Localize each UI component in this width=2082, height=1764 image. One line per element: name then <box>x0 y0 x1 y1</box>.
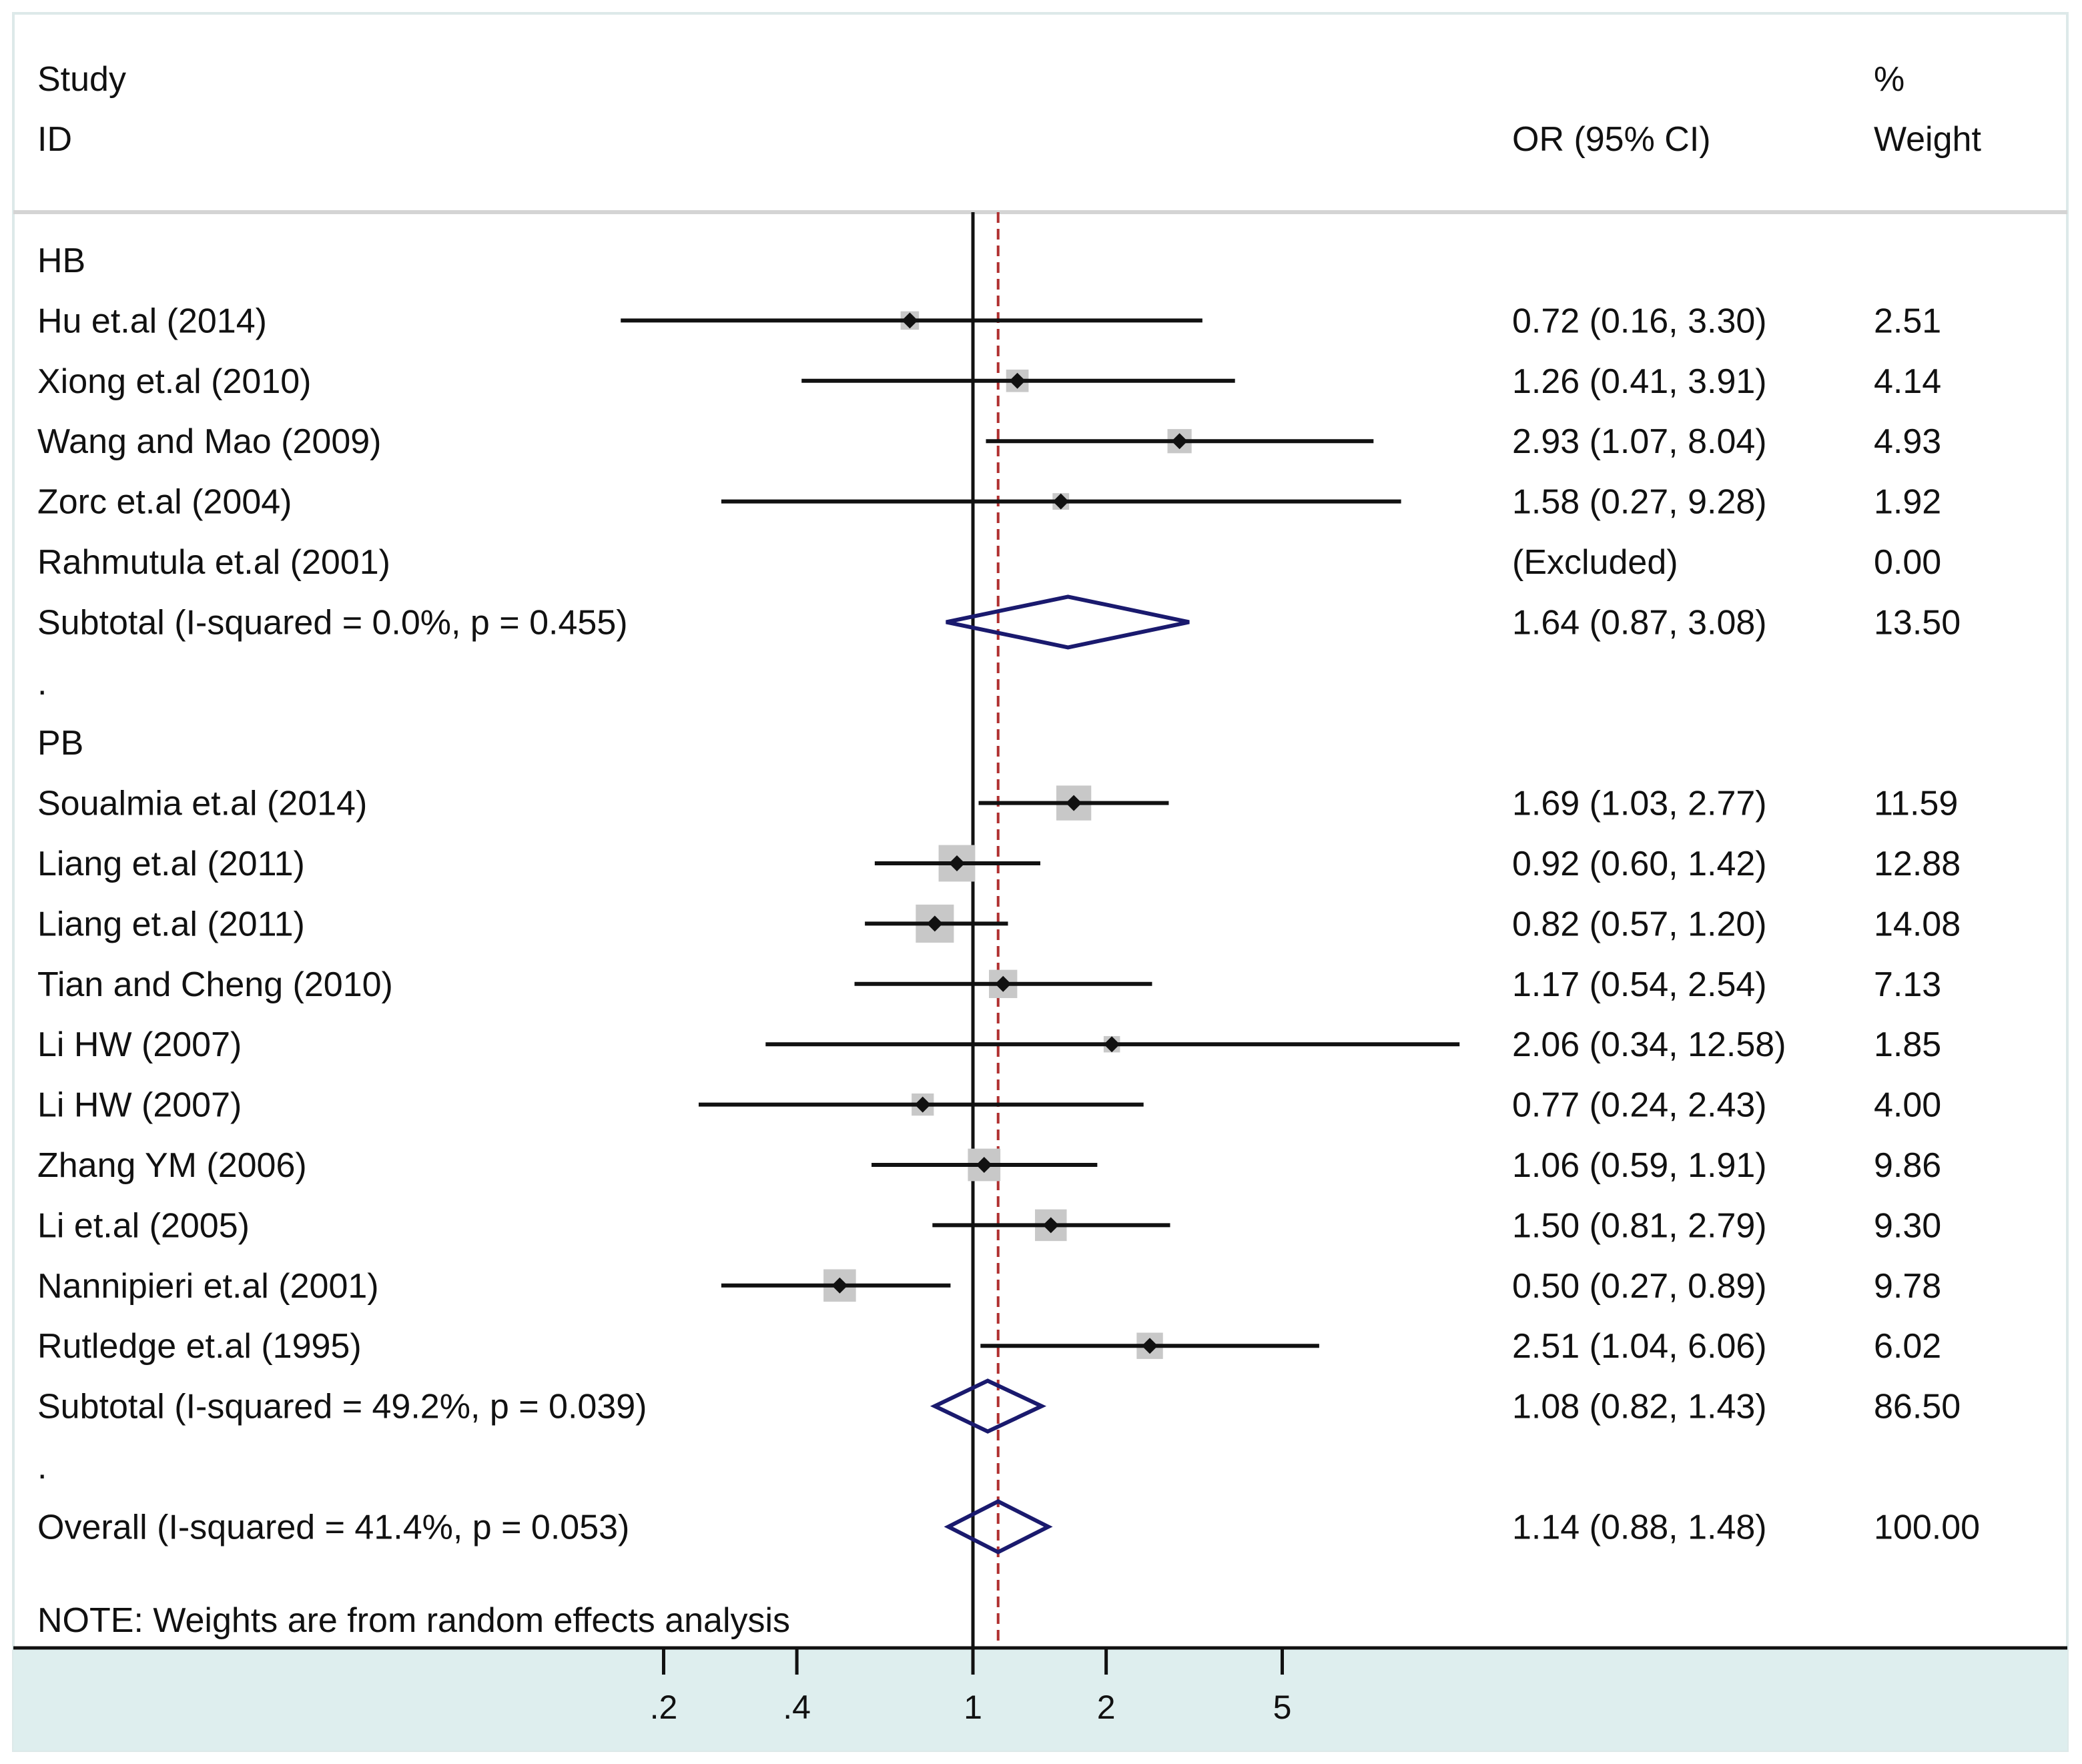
weight-text: 9.86 <box>1874 1146 1941 1185</box>
reference-lines <box>971 212 1000 1648</box>
point-estimate <box>948 855 965 871</box>
point-estimate <box>995 975 1012 992</box>
row-label-study: Nannipieri et.al (2001) <box>37 1267 379 1306</box>
point-estimate <box>976 1157 992 1173</box>
point-estimate <box>1042 1217 1059 1234</box>
point-estimate <box>1009 372 1026 389</box>
effect-text: 1.06 (0.59, 1.91) <box>1512 1146 1767 1185</box>
row-label-study: Xiong et.al (2010) <box>37 362 312 401</box>
row-label-spacer: . <box>37 1448 47 1486</box>
weight-text: 13.50 <box>1874 603 1961 642</box>
subtotal-diamond <box>946 594 1190 650</box>
point-estimate <box>1052 493 1069 510</box>
row-label-study: Tian and Cheng (2010) <box>37 965 393 1004</box>
weight-text: 4.93 <box>1874 422 1941 461</box>
weight-text: 2.51 <box>1874 302 1941 340</box>
weight-text: 12.88 <box>1874 845 1961 883</box>
row-label-group: PB <box>37 724 83 763</box>
effect-text: 1.50 (0.81, 2.79) <box>1512 1206 1767 1245</box>
point-estimate <box>1142 1338 1158 1354</box>
row-label-study: Zorc et.al (2004) <box>37 483 292 522</box>
header-effect: OR (95% CI) <box>1512 120 1711 159</box>
effect-text: 0.82 (0.57, 1.20) <box>1512 905 1767 943</box>
effect-text: (Excluded) <box>1512 543 1678 582</box>
effect-text: 0.72 (0.16, 3.30) <box>1512 302 1767 340</box>
row-label-excluded: Rahmutula et.al (2001) <box>37 543 390 582</box>
weight-text: 1.92 <box>1874 483 1941 522</box>
effect-text: 1.26 (0.41, 3.91) <box>1512 362 1767 401</box>
row-label-study: Rutledge et.al (1995) <box>37 1327 362 1366</box>
weight-text: 86.50 <box>1874 1388 1961 1426</box>
header-id: ID <box>37 120 72 159</box>
weight-text: 1.85 <box>1874 1025 1941 1064</box>
row-label-overall: Overall (I-squared = 41.4%, p = 0.053) <box>37 1508 629 1547</box>
point-estimate <box>831 1277 848 1294</box>
weight-text: 14.08 <box>1874 905 1961 943</box>
x-tick-label: 1 <box>964 1689 982 1726</box>
point-estimate <box>1171 433 1188 450</box>
row-label-study: Li et.al (2005) <box>37 1206 250 1245</box>
effect-text: 0.92 (0.60, 1.42) <box>1512 845 1767 883</box>
effect-text: 2.93 (1.07, 8.04) <box>1512 422 1767 461</box>
row-label-subtotal: Subtotal (I-squared = 49.2%, p = 0.039) <box>37 1388 647 1426</box>
row-label-study: Zhang YM (2006) <box>37 1146 307 1185</box>
row-label-study: Hu et.al (2014) <box>37 302 267 340</box>
point-estimate <box>1104 1036 1120 1053</box>
header-weight: Weight <box>1874 120 1981 159</box>
weight-text: 7.13 <box>1874 965 1941 1004</box>
overall-diamond <box>944 1499 1053 1555</box>
effect-text: 1.17 (0.54, 2.54) <box>1512 965 1767 1004</box>
row-label-study: Liang et.al (2011) <box>37 845 305 883</box>
x-axis-ticks: .2 .4 1 2 5 <box>650 1648 1292 1726</box>
x-tick-label: 2 <box>1097 1689 1116 1726</box>
effect-text: 1.58 (0.27, 9.28) <box>1512 483 1767 522</box>
weight-text: 6.02 <box>1874 1327 1941 1366</box>
row-labels: HB Hu et.al (2014) 0.72 (0.16, 3.30) 2.51 Xi… <box>37 242 1980 1547</box>
point-estimate <box>902 312 918 329</box>
x-tick-label: .4 <box>783 1689 811 1726</box>
point-estimate <box>914 1096 931 1113</box>
point-estimate <box>926 915 943 932</box>
row-label-study: Li HW (2007) <box>37 1086 242 1125</box>
row-label-subtotal: Subtotal (I-squared = 0.0%, p = 0.455) <box>37 603 628 642</box>
weight-text: 9.78 <box>1874 1267 1941 1306</box>
weight-text: 0.00 <box>1874 543 1941 582</box>
weight-text: 9.30 <box>1874 1206 1941 1245</box>
effect-text: 2.51 (1.04, 6.06) <box>1512 1327 1767 1366</box>
weight-text: 11.59 <box>1874 785 1958 823</box>
effect-text: 1.08 (0.82, 1.43) <box>1512 1388 1767 1426</box>
row-label-study: Li HW (2007) <box>37 1025 242 1064</box>
row-label-group: HB <box>37 242 85 280</box>
effect-text: 0.77 (0.24, 2.43) <box>1512 1086 1767 1125</box>
header-percent: % <box>1874 60 1904 99</box>
footnote: NOTE: Weights are from random effects an… <box>37 1601 790 1640</box>
effect-text: 1.64 (0.87, 3.08) <box>1512 603 1767 642</box>
row-label-study: Wang and Mao (2009) <box>37 422 381 461</box>
subtotal-diamond <box>930 1378 1047 1434</box>
effect-text: 1.14 (0.88, 1.48) <box>1512 1508 1767 1547</box>
point-estimate <box>1066 795 1082 811</box>
effect-text: 0.50 (0.27, 0.89) <box>1512 1267 1767 1306</box>
row-label-spacer: . <box>37 664 47 703</box>
weight-text: 4.14 <box>1874 362 1941 401</box>
row-label-study: Liang et.al (2011) <box>37 905 305 943</box>
x-tick-label: 5 <box>1273 1689 1292 1726</box>
axis-band <box>13 1648 2067 1751</box>
study-marks <box>621 311 1460 1555</box>
weight-text: 4.00 <box>1874 1086 1941 1125</box>
row-label-study: Soualmia et.al (2014) <box>37 785 367 823</box>
weight-text: 100.00 <box>1874 1508 1980 1547</box>
header-study: Study <box>37 60 126 99</box>
effect-text: 1.69 (1.03, 2.77) <box>1512 785 1767 823</box>
effect-text: 2.06 (0.34, 12.58) <box>1512 1025 1786 1064</box>
x-tick-label: .2 <box>650 1689 678 1726</box>
